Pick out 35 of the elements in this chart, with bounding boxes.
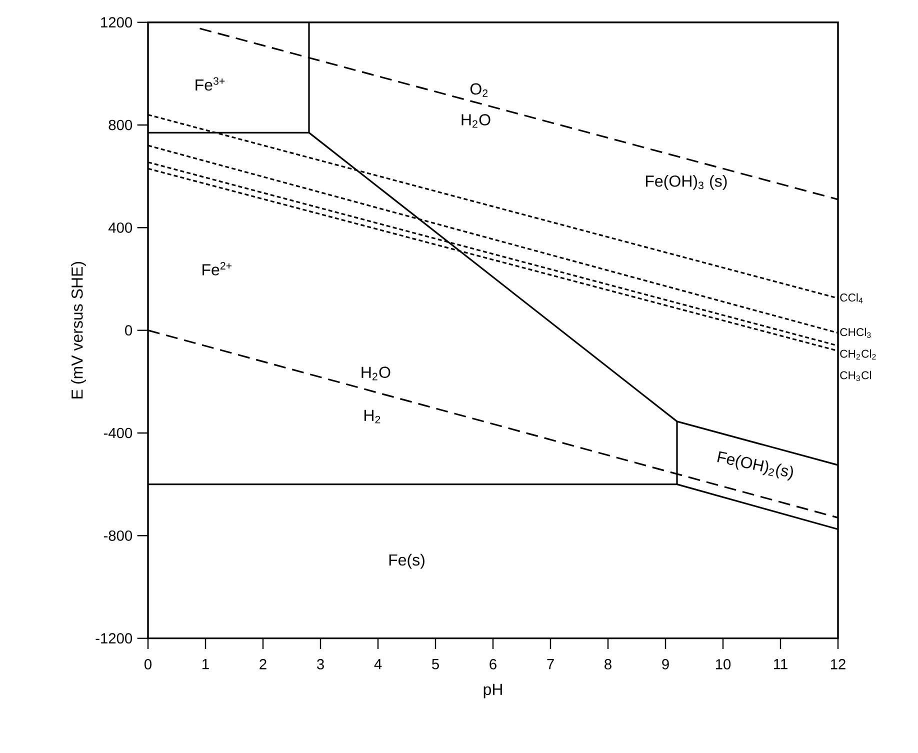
y-tick-label: 0 [125, 325, 132, 336]
series-label: CHCl$_{3}$ [840, 328, 871, 338]
x-tick-label: 8 [604, 659, 612, 670]
annotation: Fe(OH)$_{3}$ (s) [646, 175, 727, 190]
y-tick-label: 1200 [101, 17, 132, 28]
y-tick-label: 400 [108, 222, 132, 233]
y-tick-label: -400 [104, 428, 132, 438]
x-tick-label: 9 [662, 659, 669, 670]
y-tick-label: -1200 [96, 633, 132, 644]
x-tick-label: 1 [202, 659, 209, 670]
x-tick-label: 0 [144, 659, 152, 670]
x-axis-title: pH [484, 684, 502, 698]
y-tick-label: 800 [108, 120, 132, 130]
annotation: Fe$^{2+}$ [202, 262, 232, 276]
x-tick-label: 4 [374, 659, 382, 670]
annotation: O$_{2}$ [470, 83, 488, 97]
series-label: CCl$_{4}$ [840, 293, 863, 304]
x-tick-label: 10 [716, 659, 731, 670]
annotation: H$_{2}$O [462, 114, 490, 128]
x-tick-label: 5 [432, 659, 439, 670]
annotation: Fe$^{3+}$ [196, 77, 225, 91]
x-tick-label: 6 [490, 659, 496, 670]
y-axis-title: E (mV versus SHE) [71, 262, 86, 398]
annotation: Fe(OH)$_{2}$(s) [717, 451, 793, 480]
y-tick-label: -800 [104, 530, 132, 541]
x-tick-label: 2 [260, 659, 266, 670]
annotation: Fe(s) [389, 554, 424, 569]
series-label: CH$_{3}$Cl [840, 370, 871, 382]
x-tick-label: 3 [316, 659, 324, 670]
x-tick-label: 12 [830, 659, 846, 670]
annotation: H$_{2}$O [362, 366, 390, 380]
series-label: CH$_{2}$Cl$_{2}$ [840, 349, 876, 360]
annotation: H$_{2}$ [364, 410, 380, 424]
x-tick-label: 7 [547, 659, 554, 670]
x-tick-label: 11 [774, 659, 788, 670]
